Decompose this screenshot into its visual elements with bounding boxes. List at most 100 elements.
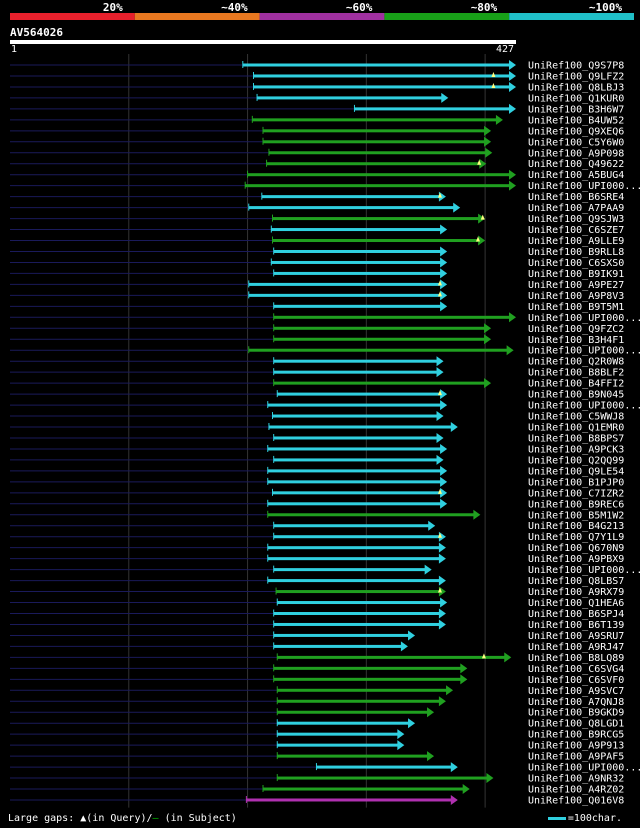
- hit-row[interactable]: UniRef100_B9REC6: [10, 498, 624, 511]
- hit-row[interactable]: UniRef100_Q016V8: [10, 794, 624, 807]
- hit-row[interactable]: UniRef100_B6SRE4: [10, 191, 624, 204]
- hit-row[interactable]: UniRef100_B4FFI2: [10, 378, 624, 390]
- hit-row[interactable]: UniRef100_A7PAA9: [10, 202, 624, 215]
- hit-label[interactable]: UniRef100_C5Y6W0: [528, 137, 624, 148]
- hit-label[interactable]: UniRef100_A9PCK3: [528, 444, 624, 455]
- hit-label[interactable]: UniRef100_A9P8V3: [528, 291, 624, 302]
- hit-label[interactable]: UniRef100_A9P098: [528, 148, 624, 159]
- hit-row[interactable]: UniRef100_B6T139: [10, 619, 624, 631]
- hit-row[interactable]: UniRef100_UPI000...: [10, 762, 640, 774]
- hit-label[interactable]: UniRef100_B9T5M1: [528, 302, 624, 313]
- hit-label[interactable]: UniRef100_B5M1W2: [528, 510, 624, 521]
- hit-row[interactable]: UniRef100_B3H4F1: [10, 334, 624, 346]
- hit-row[interactable]: UniRef100_C5WWJ8: [10, 411, 624, 423]
- hit-label[interactable]: UniRef100_Q9S7P8: [528, 61, 624, 72]
- hit-label[interactable]: UniRef100_C7IZR2: [528, 488, 624, 499]
- hit-label[interactable]: UniRef100_B1PJP0: [528, 477, 624, 488]
- hit-row[interactable]: UniRef100_Q9XEQ6: [10, 125, 624, 138]
- hit-label[interactable]: UniRef100_A7QNJ8: [528, 697, 624, 708]
- hit-row[interactable]: UniRef100_A9P8V3: [10, 290, 624, 302]
- hit-row[interactable]: UniRef100_A9P913: [10, 740, 624, 752]
- hit-row[interactable]: UniRef100_A9LLE9: [10, 235, 624, 248]
- hit-row[interactable]: UniRef100_Q2QQ99: [10, 454, 624, 467]
- hit-label[interactable]: UniRef100_B6SRE4: [528, 192, 624, 203]
- hit-row[interactable]: UniRef100_Q9S7P8: [10, 60, 624, 72]
- hit-label[interactable]: UniRef100_Q1KUR0: [528, 93, 624, 104]
- hit-label[interactable]: UniRef100_Q670N9: [528, 543, 624, 554]
- hit-row[interactable]: UniRef100_B9RLL8: [10, 246, 624, 258]
- hit-row[interactable]: UniRef100_A9PE27: [10, 279, 624, 291]
- hit-label[interactable]: UniRef100_UPI000...: [528, 346, 640, 357]
- hit-row[interactable]: UniRef100_B4UW52: [10, 114, 624, 127]
- hit-label[interactable]: UniRef100_A9RJ47: [528, 642, 624, 653]
- hit-row[interactable]: UniRef100_A7QNJ8: [10, 696, 624, 708]
- hit-label[interactable]: UniRef100_B8LQ89: [528, 653, 624, 664]
- hit-row[interactable]: UniRef100_C6SVF0: [10, 674, 624, 686]
- hit-label[interactable]: UniRef100_UPI000...: [528, 565, 640, 576]
- hit-row[interactable]: UniRef100_A9RX79: [10, 586, 624, 599]
- hit-row[interactable]: UniRef100_A9PCK3: [10, 443, 624, 456]
- hit-row[interactable]: UniRef100_UPI000...: [10, 345, 640, 357]
- hit-label[interactable]: UniRef100_B8BPS7: [528, 433, 624, 444]
- hit-row[interactable]: UniRef100_Q2R0W8: [10, 356, 624, 368]
- hit-label[interactable]: UniRef100_B9N045: [528, 390, 624, 401]
- hit-row[interactable]: UniRef100_UPI000...: [10, 180, 640, 193]
- hit-row[interactable]: UniRef100_C6SVG4: [10, 663, 624, 675]
- hit-label[interactable]: UniRef100_Q9LFZ2: [528, 71, 624, 82]
- hit-row[interactable]: UniRef100_B6SPJ4: [10, 608, 624, 621]
- hit-row[interactable]: UniRef100_B9N045: [10, 389, 624, 401]
- hit-row[interactable]: UniRef100_B3H6W7: [10, 103, 624, 116]
- hit-row[interactable]: UniRef100_A5BUG4: [10, 169, 624, 182]
- hit-row[interactable]: UniRef100_Q49622: [10, 158, 624, 171]
- hit-label[interactable]: UniRef100_A5BUG4: [528, 170, 624, 181]
- hit-label[interactable]: UniRef100_Q49622: [528, 159, 624, 170]
- hit-label[interactable]: UniRef100_Q8LBS7: [528, 576, 624, 587]
- hit-label[interactable]: UniRef100_C6SXS0: [528, 258, 624, 269]
- hit-label[interactable]: UniRef100_C6SVG4: [528, 664, 624, 675]
- hit-row[interactable]: UniRef100_Q670N9: [10, 542, 624, 555]
- hit-row[interactable]: UniRef100_Q7Y1L9: [10, 531, 624, 544]
- hit-label[interactable]: UniRef100_A9NR32: [528, 774, 624, 785]
- hit-label[interactable]: UniRef100_B9RLL8: [528, 247, 624, 258]
- hit-row[interactable]: UniRef100_UPI000...: [10, 312, 640, 324]
- hit-row[interactable]: UniRef100_Q8LBS7: [10, 575, 624, 588]
- hit-row[interactable]: UniRef100_A9P098: [10, 147, 624, 160]
- hit-row[interactable]: UniRef100_B9RCG5: [10, 729, 624, 741]
- hit-row[interactable]: UniRef100_Q8LBJ3: [10, 81, 624, 94]
- hit-label[interactable]: UniRef100_C5WWJ8: [528, 412, 624, 423]
- hit-label[interactable]: UniRef100_Q8LBJ3: [528, 82, 624, 93]
- hit-row[interactable]: UniRef100_B4G213: [10, 520, 624, 533]
- hit-row[interactable]: UniRef100_C6SZE7: [10, 224, 624, 237]
- hit-row[interactable]: UniRef100_C5Y6W0: [10, 136, 624, 149]
- hit-row[interactable]: UniRef100_B8LQ89: [10, 652, 624, 664]
- hit-row[interactable]: UniRef100_B9GKD9: [10, 707, 624, 719]
- hit-label[interactable]: UniRef100_A7PAA9: [528, 203, 624, 214]
- hit-label[interactable]: UniRef100_A4RZ02: [528, 785, 624, 796]
- hit-label[interactable]: UniRef100_B9RCG5: [528, 730, 624, 741]
- hit-label[interactable]: UniRef100_UPI000...: [528, 181, 640, 192]
- hit-row[interactable]: UniRef100_Q1EMR0: [10, 422, 624, 434]
- hit-label[interactable]: UniRef100_Q9SJW3: [528, 214, 624, 225]
- hit-label[interactable]: UniRef100_A9PAF5: [528, 752, 624, 763]
- hit-label[interactable]: UniRef100_Q1HEA6: [528, 598, 624, 609]
- hit-label[interactable]: UniRef100_Q7Y1L9: [528, 532, 624, 543]
- hit-label[interactable]: UniRef100_Q9FZC2: [528, 324, 624, 335]
- hit-label[interactable]: UniRef100_Q016V8: [528, 795, 624, 806]
- hit-row[interactable]: UniRef100_Q9SJW3: [10, 213, 624, 226]
- hit-label[interactable]: UniRef100_B6T139: [528, 620, 624, 631]
- hit-label[interactable]: UniRef100_Q1EMR0: [528, 423, 624, 434]
- hit-row[interactable]: UniRef100_Q9FZC2: [10, 323, 624, 335]
- hit-label[interactable]: UniRef100_B9REC6: [528, 499, 624, 510]
- hit-row[interactable]: UniRef100_A9RJ47: [10, 641, 624, 653]
- hit-label[interactable]: UniRef100_UPI000...: [528, 763, 640, 774]
- hit-label[interactable]: UniRef100_A9LLE9: [528, 236, 624, 247]
- hit-row[interactable]: UniRef100_B8BPS7: [10, 432, 624, 445]
- hit-label[interactable]: UniRef100_Q8LGD1: [528, 719, 624, 730]
- hit-row[interactable]: UniRef100_Q1HEA6: [10, 597, 624, 610]
- hit-row[interactable]: UniRef100_UPI000...: [10, 564, 640, 577]
- hit-row[interactable]: UniRef100_B1PJP0: [10, 476, 624, 489]
- hit-row[interactable]: UniRef100_A9PAF5: [10, 751, 624, 763]
- hit-label[interactable]: UniRef100_Q2QQ99: [528, 455, 624, 466]
- hit-label[interactable]: UniRef100_B4UW52: [528, 115, 624, 126]
- hit-label[interactable]: UniRef100_A9PE27: [528, 280, 624, 291]
